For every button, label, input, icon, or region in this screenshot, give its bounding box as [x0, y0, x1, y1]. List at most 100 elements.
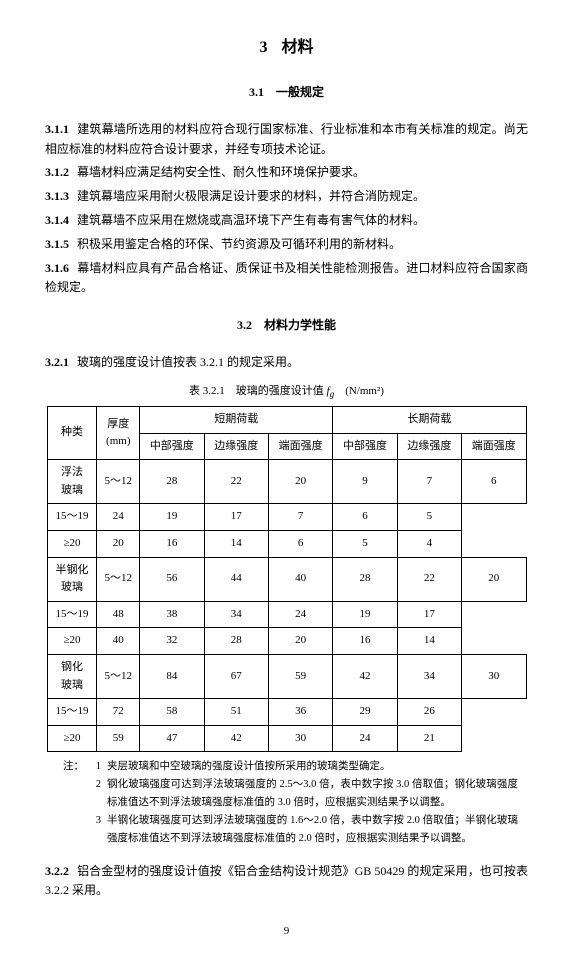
val-long: 14	[397, 628, 461, 655]
unit: (N/mm²)	[345, 385, 384, 397]
symbol: fg	[324, 385, 334, 397]
val-long: 17	[397, 601, 461, 628]
clause-text: 建筑幕墙应采用耐火极限满足设计要求的材料，并符合消防规定。	[77, 189, 425, 203]
subcol: 边缘强度	[397, 433, 461, 460]
val-short: 24	[97, 504, 140, 531]
clauses-3-1: 3.1.1建筑幕墙所选用的材料应符合现行国家标准、行业标准和本市有关标准的规定。…	[45, 120, 528, 298]
note-index: 2	[85, 776, 101, 812]
thickness: 5～12	[97, 654, 140, 698]
clause-text: 建筑幕墙所选用的材料应符合现行国家标准、行业标准和本市有关标准的规定。尚无相应标…	[45, 122, 528, 156]
note-text: 夹层玻璃和中空玻璃的强度设计值按所采用的玻璃类型确定。	[107, 758, 518, 776]
clause: 3.1.2 幕墙材料应满足结构安全性、耐久性和环境保护要求。	[45, 163, 528, 183]
clause-text: 幕墙材料应满足结构安全性、耐久性和环境保护要求。	[77, 165, 365, 179]
note-label: 注：	[63, 758, 79, 776]
clause: 3.1.4建筑幕墙不应采用在燃烧或高温环境下产生有毒有害气体的材料。	[45, 211, 528, 231]
val-long: 6	[268, 530, 332, 557]
val-short: 84	[140, 654, 204, 698]
val-short: 59	[268, 654, 332, 698]
val-short: 38	[140, 601, 204, 628]
clause: 3.1.1建筑幕墙所选用的材料应符合现行国家标准、行业标准和本市有关标准的规定。…	[45, 120, 528, 160]
clause: 3.1.3建筑幕墙应采用耐火极限满足设计要求的材料，并符合消防规定。	[45, 187, 528, 207]
val-short: 72	[97, 699, 140, 726]
clause-number: 3.1.4	[45, 213, 69, 227]
glass-strength-table: 种类厚度(mm)短期荷载长期荷载中部强度边缘强度端面强度中部强度边缘强度端面强度…	[47, 406, 527, 752]
val-long: 20	[268, 628, 332, 655]
section-text: 一般规定	[276, 85, 324, 99]
val-short: 40	[268, 557, 332, 601]
val-short: 17	[204, 504, 268, 531]
table-row: 15～19241917765	[47, 504, 526, 531]
val-short: 34	[204, 601, 268, 628]
val-short: 20	[268, 460, 332, 504]
val-short: 58	[140, 699, 204, 726]
clause-3-2-2: 3.2.2铝合金型材的强度设计值按《铝合金结构设计规范》GB 50429 的规定…	[45, 862, 528, 902]
val-short: 51	[204, 699, 268, 726]
page-number: 9	[45, 923, 528, 941]
val-long: 42	[333, 654, 397, 698]
val-long: 36	[268, 699, 332, 726]
thickness: ≥20	[47, 628, 97, 655]
val-long: 7	[397, 460, 461, 504]
val-short: 56	[140, 557, 204, 601]
thickness: 15～19	[47, 699, 97, 726]
val-long: 34	[397, 654, 461, 698]
table-notes: 注： 1 夹层玻璃和中空玻璃的强度设计值按所采用的玻璃类型确定。 2 钢化玻璃强…	[63, 758, 518, 847]
val-long: 26	[397, 699, 461, 726]
section-text: 材料力学性能	[264, 318, 336, 332]
clause-number: 3.1.6	[45, 261, 69, 275]
section-num: 3.2	[237, 318, 252, 332]
subcol: 中部强度	[333, 433, 397, 460]
val-short: 16	[140, 530, 204, 557]
val-short: 47	[140, 725, 204, 752]
table-row: 15～19725851362926	[47, 699, 526, 726]
val-long: 24	[333, 725, 397, 752]
val-short: 22	[204, 460, 268, 504]
val-long: 22	[397, 557, 461, 601]
val-long: 21	[397, 725, 461, 752]
clause-number: 3.2.2	[45, 864, 69, 878]
val-long: 4	[397, 530, 461, 557]
val-short: 28	[204, 628, 268, 655]
thickness: 15～19	[47, 504, 97, 531]
glass-type: 浮法玻璃	[47, 460, 97, 504]
thickness: 15～19	[47, 601, 97, 628]
clause-text: 铝合金型材的强度设计值按《铝合金结构设计规范》GB 50429 的规定采用，也可…	[45, 864, 528, 898]
val-short: 20	[97, 530, 140, 557]
val-long: 28	[333, 557, 397, 601]
clause-text: 幕墙材料应具有产品合格证、质保证书及相关性能检测报告。进口材料应符合国家商检规定…	[45, 261, 528, 295]
val-short: 40	[97, 628, 140, 655]
val-short: 14	[204, 530, 268, 557]
clause-number: 3.2.1	[45, 355, 69, 369]
clause-number: 3.1.1	[45, 122, 69, 136]
col-kind: 种类	[47, 407, 97, 460]
subcol: 端面强度	[462, 433, 526, 460]
col-long-load: 长期荷载	[333, 407, 526, 434]
clause-text: 积极采用鉴定合格的环保、节约资源及可循环利用的新材料。	[77, 237, 401, 251]
clause-3-2-1: 3.2.1玻璃的强度设计值按表 3.2.1 的规定采用。	[45, 353, 528, 373]
note-text: 钢化玻璃强度可达到浮法玻璃强度的 2.5～3.0 倍，表中数字按 3.0 倍取值…	[107, 776, 518, 812]
val-short: 42	[204, 725, 268, 752]
clause-number: 3.1.2	[45, 165, 69, 179]
table-row: ≥20403228201614	[47, 628, 526, 655]
val-short: 32	[140, 628, 204, 655]
glass-type: 半钢化玻璃	[47, 557, 97, 601]
note-text: 半钢化玻璃强度可达到浮法玻璃强度的 1.6～2.0 倍，表中数字按 2.0 倍取…	[107, 812, 518, 848]
val-long: 29	[333, 699, 397, 726]
thickness: ≥20	[47, 725, 97, 752]
chapter-text: 材料	[281, 39, 313, 56]
val-short: 67	[204, 654, 268, 698]
table-row: 15～19483834241917	[47, 601, 526, 628]
val-long: 6	[462, 460, 526, 504]
clause: 3.1.5积极采用鉴定合格的环保、节约资源及可循环利用的新材料。	[45, 235, 528, 255]
val-long: 6	[333, 504, 397, 531]
section-title-3-2: 3.2 材料力学性能	[45, 316, 528, 335]
subcol: 中部强度	[140, 433, 204, 460]
val-long: 30	[462, 654, 526, 698]
val-long: 20	[462, 557, 526, 601]
section-title-3-1: 3.1 一般规定	[45, 83, 528, 102]
thickness: 5～12	[97, 460, 140, 504]
val-long: 5	[333, 530, 397, 557]
col-thickness: 厚度(mm)	[97, 407, 140, 460]
note-index: 1	[85, 758, 101, 776]
thickness: 5～12	[97, 557, 140, 601]
